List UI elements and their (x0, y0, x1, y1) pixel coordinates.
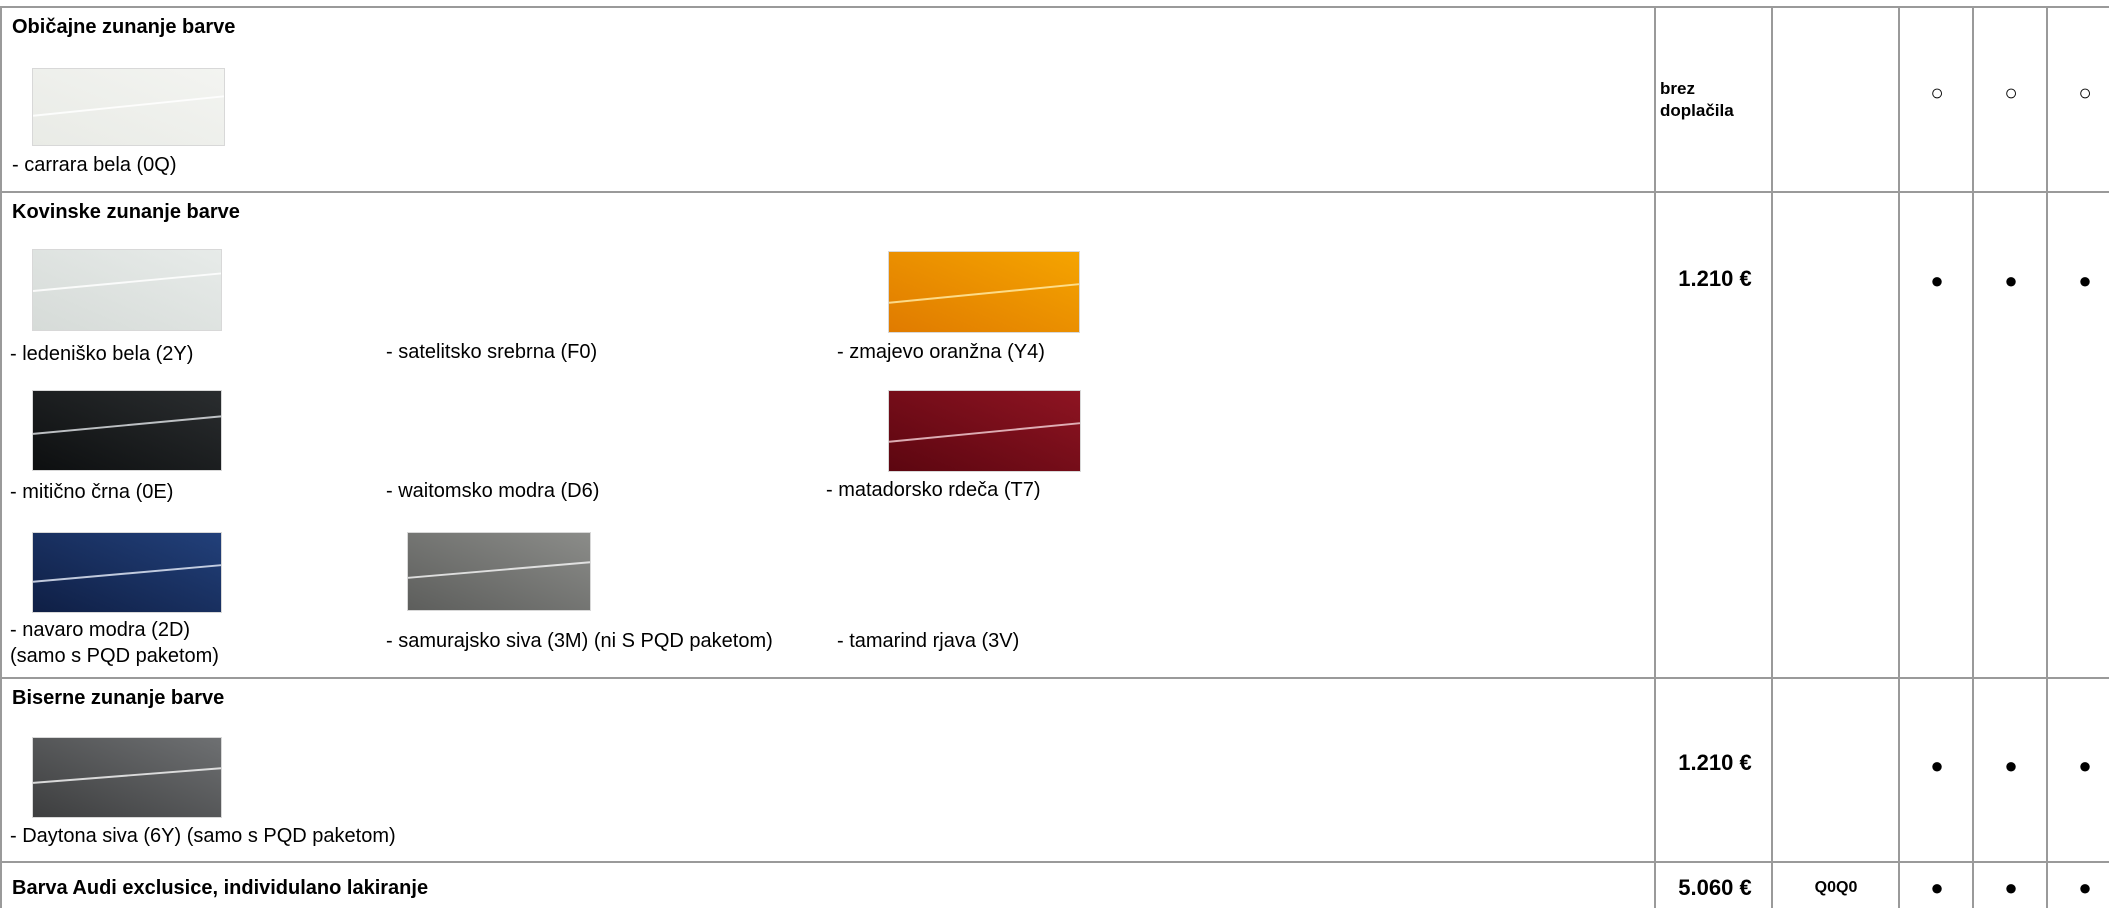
availability-mark-exclusive-1: ● (1930, 875, 1944, 900)
availability-mark-standard-3: ○ (2078, 80, 2092, 105)
availability-mark-metallic-1: ● (1930, 268, 1944, 293)
availability-mark-exclusive-3: ● (2078, 875, 2092, 900)
color-label-zmajevo-oranzna: - zmajevo oranžna (Y4) (837, 341, 1045, 363)
row-border-1 (0, 191, 2109, 193)
price-metallic: 1.210 € (1678, 266, 1752, 291)
availability-mark-pearl-1: ● (1930, 753, 1944, 778)
color-label-miticno-crna: - mitično črna (0E) (10, 481, 174, 503)
section-title-standard: Običajne zunanje barve (12, 16, 236, 38)
color-label-ledenisko-bela: - ledeniško bela (2Y) (10, 343, 194, 365)
availability-mark-metallic-2: ● (2004, 268, 2018, 293)
col-border-3 (1898, 6, 1900, 908)
col-border-0 (0, 6, 2, 908)
section-title-pearl: Biserne zunanje barve (12, 687, 225, 709)
color-swatch-zmajevo-oranzna (888, 251, 1080, 333)
col-border-2 (1771, 6, 1773, 908)
option-code-exclusive: Q0Q0 (1814, 879, 1858, 896)
color-label-navaro-modra-note: (samo s PQD paketom) (10, 645, 219, 667)
color-swatch-daytona-siva (32, 737, 222, 818)
availability-mark-pearl-3: ● (2078, 753, 2092, 778)
color-swatch-carrara-bela (32, 68, 225, 146)
color-label-samurajsko-siva: - samurajsko siva (3M) (ni S PQD paketom… (386, 630, 773, 652)
color-swatch-navaro-modra (32, 532, 222, 613)
availability-mark-metallic-3: ● (2078, 268, 2092, 293)
availability-mark-pearl-2: ● (2004, 753, 2018, 778)
color-label-satelitsko-srebrna: - satelitsko srebrna (F0) (386, 341, 598, 363)
color-label-carrara-bela: - carrara bela (0Q) (12, 154, 177, 176)
col-border-1 (1654, 6, 1656, 908)
row-border-2 (0, 677, 2109, 679)
row-border-top (0, 6, 2109, 8)
section-title-metallic: Kovinske zunanje barve (12, 201, 240, 223)
color-label-waitomsko-modra: - waitomsko modra (D6) (386, 480, 600, 502)
color-label-tamarind-rjava: - tamarind rjava (3V) (837, 630, 1020, 652)
color-swatch-ledenisko-bela (32, 249, 222, 331)
col-border-5 (2046, 6, 2048, 908)
availability-mark-exclusive-2: ● (2004, 875, 2018, 900)
color-label-matadorsko-rdeca: - matadorsko rdeča (T7) (826, 479, 1041, 501)
color-swatch-samurajsko-siva (407, 532, 591, 611)
price-standard: brez doplačila (1660, 79, 1734, 120)
price-pearl: 1.210 € (1678, 750, 1752, 775)
color-label-navaro-modra: - navaro modra (2D) (10, 619, 191, 641)
section-title-exclusive: Barva Audi exclusice, individulano lakir… (12, 877, 429, 899)
color-label-daytona-siva: - Daytona siva (6Y) (samo s PQD paketom) (10, 825, 396, 847)
availability-mark-standard-1: ○ (1930, 80, 1944, 105)
price-exclusive: 5.060 € (1678, 875, 1752, 900)
row-border-3 (0, 861, 2109, 863)
color-swatch-miticno-crna (32, 390, 222, 471)
col-border-4 (1972, 6, 1974, 908)
availability-mark-standard-2: ○ (2004, 80, 2018, 105)
color-swatch-matadorsko-rdeca (888, 390, 1081, 472)
